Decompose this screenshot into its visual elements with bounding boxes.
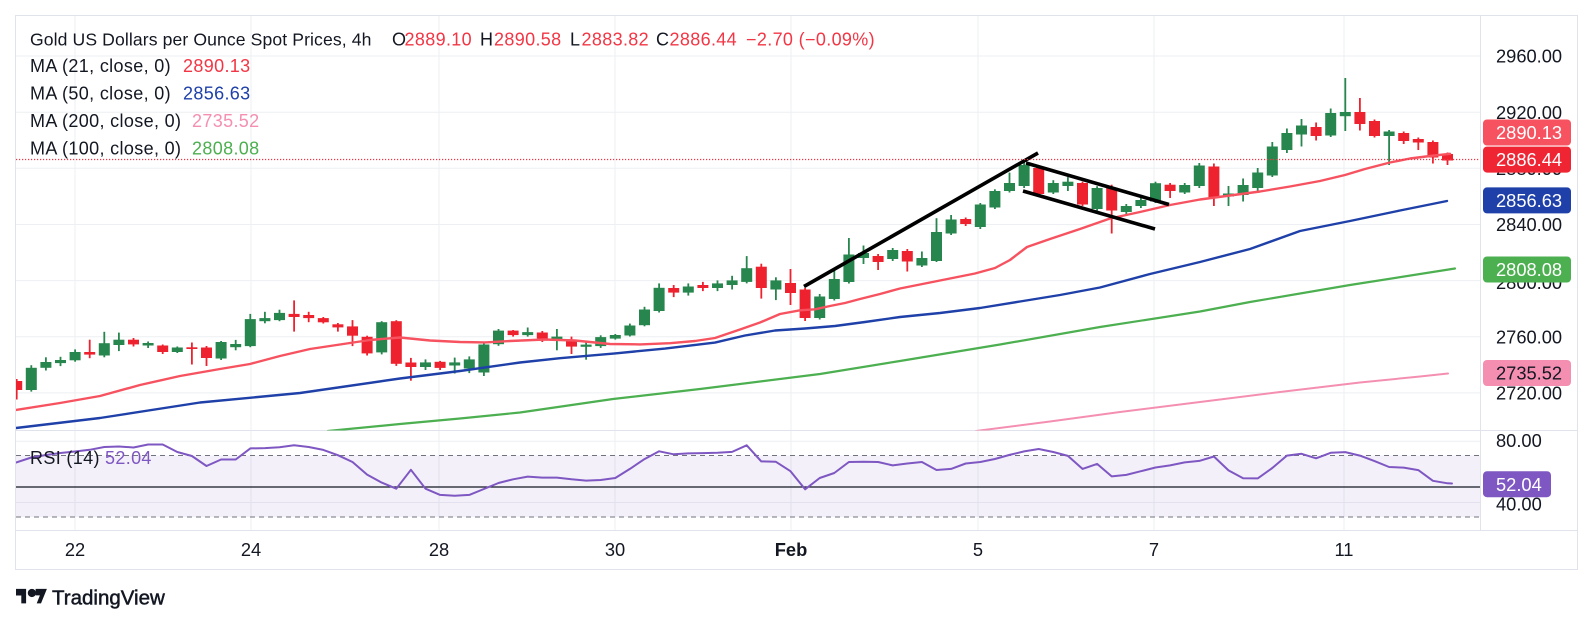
svg-text:30: 30: [605, 539, 625, 560]
svg-text:O: O: [392, 30, 406, 50]
svg-text:5: 5: [973, 539, 983, 560]
svg-text:2760.00: 2760.00: [1496, 326, 1562, 347]
svg-text:2883.82: 2883.82: [582, 30, 650, 50]
svg-text:Feb: Feb: [775, 539, 808, 560]
svg-text:−2.70 (−0.09%): −2.70 (−0.09%): [746, 30, 875, 50]
svg-text:2808.08: 2808.08: [192, 139, 260, 159]
svg-text:RSI (14): RSI (14): [30, 448, 100, 468]
svg-text:2890.13: 2890.13: [183, 56, 251, 76]
svg-text:MA (200, close, 0): MA (200, close, 0): [30, 111, 181, 131]
svg-text:80.00: 80.00: [1496, 430, 1542, 451]
svg-text:2735.52: 2735.52: [1496, 363, 1562, 384]
svg-text:28: 28: [429, 539, 449, 560]
svg-text:40.00: 40.00: [1496, 494, 1542, 515]
svg-text:2890.58: 2890.58: [494, 30, 562, 50]
svg-text:C: C: [656, 30, 669, 50]
svg-text:2735.52: 2735.52: [192, 111, 260, 131]
svg-text:24: 24: [241, 539, 261, 560]
svg-text:TradingView: TradingView: [52, 587, 165, 610]
svg-text:2856.63: 2856.63: [1496, 190, 1562, 211]
svg-text:MA (21, close, 0): MA (21, close, 0): [30, 56, 171, 76]
svg-text:2856.63: 2856.63: [183, 84, 251, 104]
svg-text:H: H: [480, 30, 493, 50]
svg-text:2920.00: 2920.00: [1496, 102, 1562, 123]
svg-text:Gold US Dollars per Ounce Spot: Gold US Dollars per Ounce Spot Prices, 4…: [30, 30, 371, 50]
svg-text:2808.08: 2808.08: [1496, 259, 1562, 280]
svg-text:11: 11: [1335, 539, 1354, 560]
svg-text:2886.44: 2886.44: [670, 30, 738, 50]
svg-text:MA (50, close, 0): MA (50, close, 0): [30, 84, 171, 104]
svg-text:2960.00: 2960.00: [1496, 46, 1562, 67]
svg-text:2890.13: 2890.13: [1496, 122, 1562, 143]
svg-text:MA (100, close, 0): MA (100, close, 0): [30, 139, 181, 159]
svg-text:2886.44: 2886.44: [1496, 149, 1562, 170]
svg-text:2889.10: 2889.10: [405, 30, 473, 50]
svg-text:52.04: 52.04: [1496, 474, 1542, 495]
svg-text:2720.00: 2720.00: [1496, 383, 1562, 404]
svg-text:52.04: 52.04: [105, 448, 152, 468]
svg-text:2840.00: 2840.00: [1496, 214, 1562, 235]
svg-text:L: L: [570, 30, 580, 50]
svg-text:22: 22: [65, 539, 85, 560]
svg-text:7: 7: [1149, 539, 1159, 560]
